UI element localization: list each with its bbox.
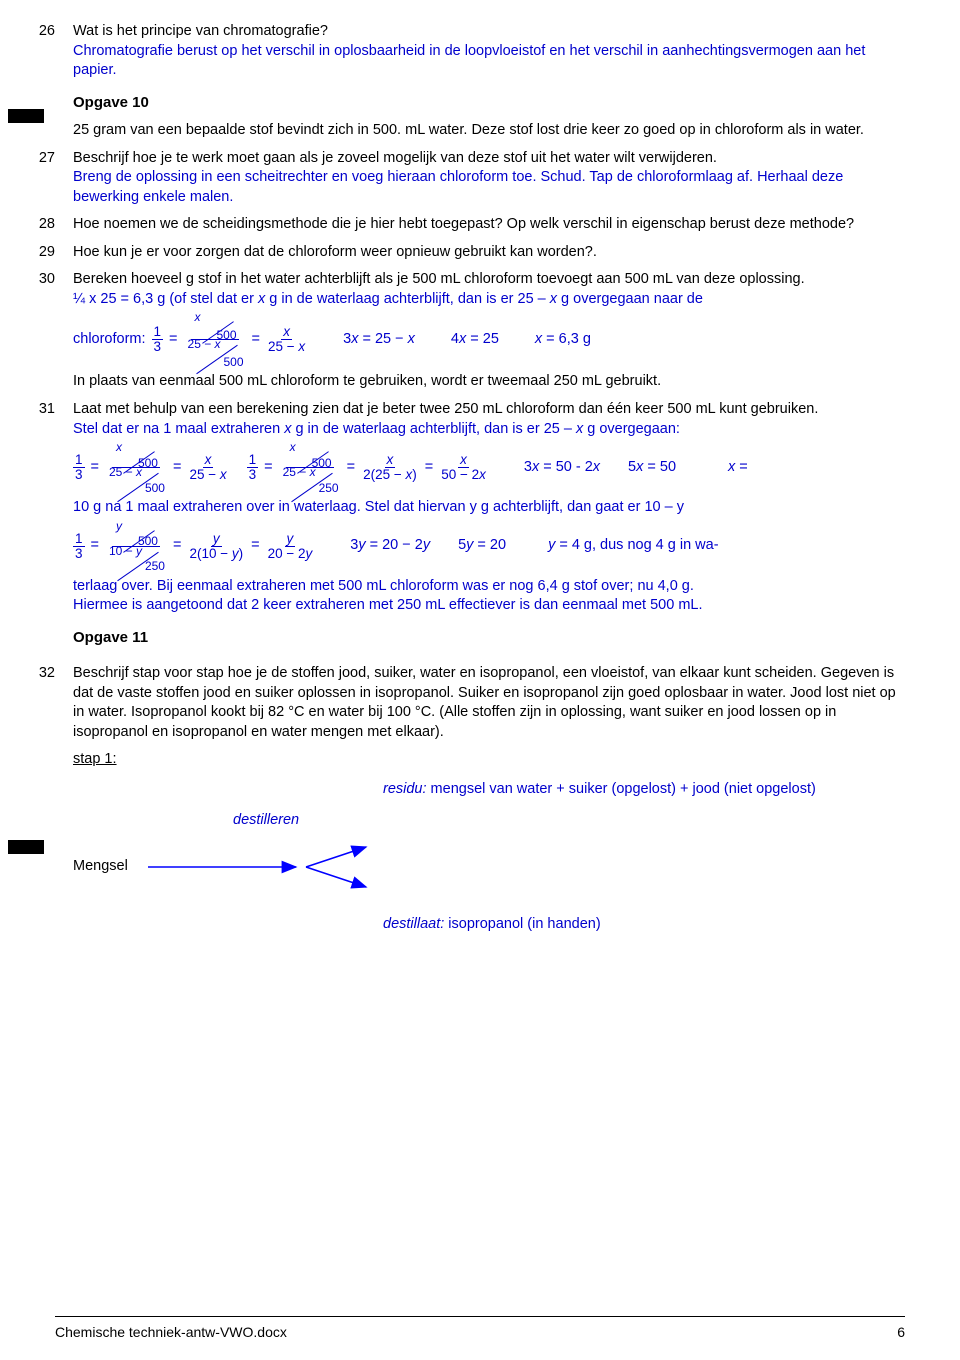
question-text: Beschrijf stap voor stap hoe je de stoff… (73, 664, 905, 742)
frac-x-25mx: x 25 − x (266, 325, 307, 354)
question-number: 26 (25, 22, 73, 81)
eq-step: 3x = 25 − x (343, 330, 415, 350)
eq-step: 5y = 20 (458, 536, 506, 556)
nested-frac-a: x500 25 − x500 (184, 313, 246, 366)
black-marker (8, 109, 44, 123)
opgave-intro: 25 gram van een bepaalde stof bevindt zi… (73, 121, 905, 141)
destillaat-line: destillaat: isopropanol (in handen) (383, 915, 905, 935)
opgave-heading: Opgave 10 (73, 93, 905, 113)
question-29: 29 Hoe kun je er voor zorgen dat de chlo… (25, 243, 905, 263)
question-number: 28 (25, 215, 73, 235)
chloroform-label: chloroform: (73, 330, 146, 350)
page: 26 Wat is het principe van chromatografi… (0, 0, 960, 1360)
question-text: Beschrijf hoe je te werk moet gaan als j… (73, 150, 717, 166)
page-footer: Chemische techniek-antw-VWO.docx 6 (55, 1316, 905, 1342)
question-number: 27 (25, 149, 73, 208)
footer-page-number: 6 (897, 1323, 905, 1342)
eq-step: 4x = 25 (451, 330, 499, 350)
answer-line-1: ¼ x 25 = 6,3 g (of stel dat er x g in de… (73, 290, 905, 310)
equation-row-31b: 13 = y500 10 − y250 = y2(10 − y) = y20 −… (73, 522, 905, 571)
mengsel-row: Mengsel (73, 841, 905, 893)
eq-step: 3y = 20 − 2y (350, 536, 430, 556)
question-27: 27 Beschrijf hoe je te werk moet gaan al… (25, 149, 905, 208)
answer-tail-1: terlaag over. Bij eenmaal extraheren met… (73, 577, 905, 597)
residu-line: residu: mengsel van water + suiker (opge… (383, 780, 905, 800)
answer-text: Breng de oplossing in een scheitrechter … (73, 168, 905, 207)
answer-text: Chromatografie berust op het verschil in… (73, 42, 905, 81)
opgave-10: Opgave 10 25 gram van een bepaalde stof … (25, 89, 905, 141)
question-text: Bereken hoeveel g stof in het water acht… (73, 270, 905, 290)
question-number: 29 (25, 243, 73, 263)
question-30: 30 Bereken hoeveel g stof in het water a… (25, 270, 905, 392)
equation-row-31a: 13 = x500 25 − x500 = x25 − x 13 = x500 … (73, 443, 905, 492)
question-text: Hoe kun je er voor zorgen dat de chlorof… (73, 243, 905, 263)
eq-result: x = 6,3 g (535, 330, 591, 350)
question-text: Laat met behulp van een berekening zien … (73, 400, 905, 420)
question-32: 32 Beschrijf stap voor stap hoe je de st… (25, 664, 905, 935)
flow-arrows-icon (146, 841, 376, 893)
question-number: 31 (25, 400, 73, 616)
equation-row-30: chloroform: 1 3 = x500 25 − x500 = x 25 … (73, 313, 905, 366)
step-label: stap 1: (73, 750, 905, 770)
eq-step: x = (728, 458, 748, 478)
question-28: 28 Hoe noemen we de scheidingsmethode di… (25, 215, 905, 235)
eq-step: 5x = 50 (628, 458, 676, 478)
question-number: 32 (25, 664, 73, 935)
eq-result: y = 4 g, dus nog 4 g in wa- (548, 536, 718, 556)
eq-step: 3x = 50 - 2x (524, 458, 600, 478)
question-26: 26 Wat is het principe van chromatografi… (25, 22, 905, 81)
question-number: 30 (25, 270, 73, 392)
question-text: Wat is het principe van chromatografie? (73, 22, 905, 42)
answer-tail-2: Hiermee is aangetoond dat 2 keer extrahe… (73, 596, 905, 616)
answer-line: Stel dat er na 1 maal extraheren x g in … (73, 420, 905, 440)
question-31: 31 Laat met behulp van een berekening zi… (25, 400, 905, 616)
black-marker (8, 840, 44, 854)
opgave-heading: Opgave 11 (73, 628, 905, 648)
q30-tail: In plaats van eenmaal 500 mL chloroform … (73, 372, 905, 392)
footer-filename: Chemische techniek-antw-VWO.docx (55, 1323, 287, 1342)
question-text: Hoe noemen we de scheidingsmethode die j… (73, 215, 905, 235)
frac-1-3: 1 3 (152, 325, 164, 354)
mengsel-label: Mengsel (73, 857, 128, 877)
destilleren-label: destilleren (233, 811, 905, 831)
opgave-11: Opgave 11 (25, 624, 905, 656)
answer-mid: 10 g na 1 maal extraheren over in waterl… (73, 498, 905, 518)
